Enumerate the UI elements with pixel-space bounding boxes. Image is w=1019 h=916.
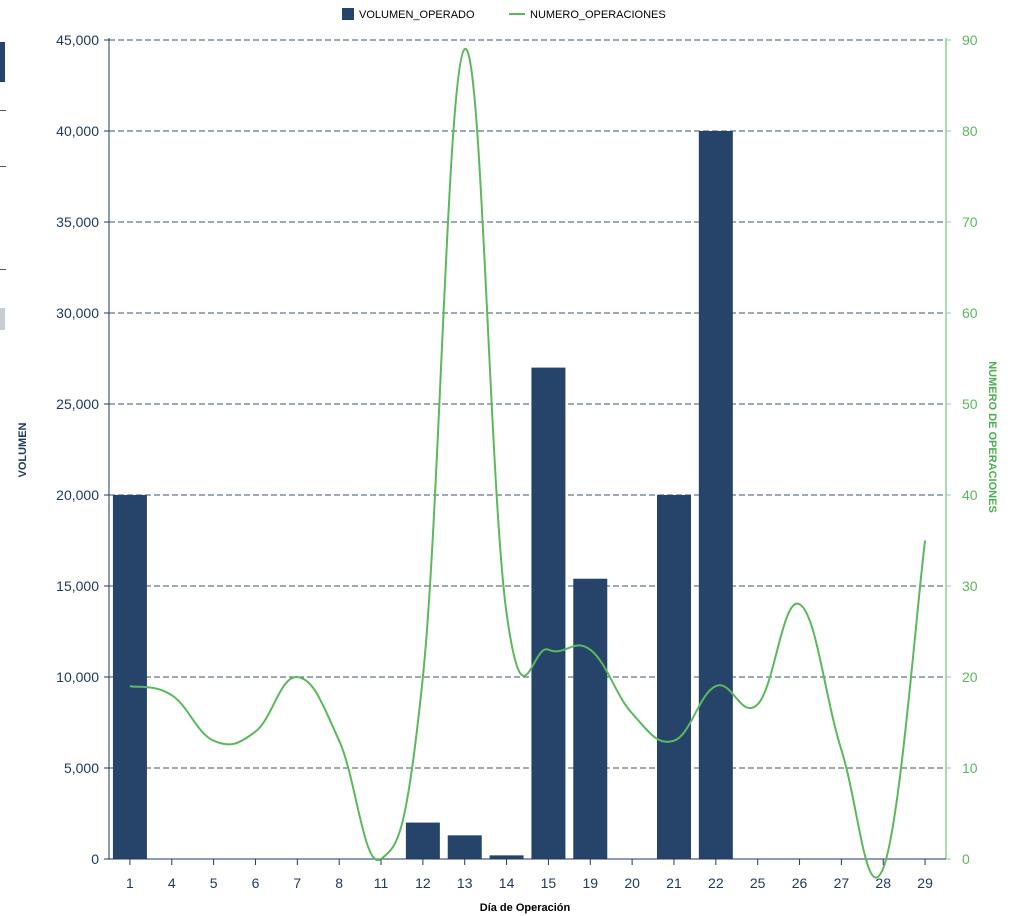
x-tick-label: 29 — [917, 875, 933, 891]
x-tick-label: 28 — [875, 875, 891, 891]
left-tick-label: 20,000 — [56, 487, 99, 503]
x-tick-label: 22 — [708, 875, 724, 891]
bar — [112, 495, 147, 859]
x-tick-label: 27 — [834, 875, 850, 891]
x-tick-label: 6 — [252, 875, 260, 891]
x-tick-label: 4 — [168, 875, 176, 891]
left-tick-label: 10,000 — [56, 669, 99, 685]
left-axis-ticks: 0 5,000 10,000 15,000 20,000 25,000 30,000 35,0… — [56, 32, 109, 867]
x-tick-label: 15 — [541, 875, 557, 891]
left-tick-label: 5,000 — [64, 760, 99, 776]
left-tick-label: 0 — [91, 851, 99, 867]
x-tick-label: 13 — [457, 875, 473, 891]
edge-fragment-bar — [0, 42, 5, 82]
x-tick-label: 8 — [335, 875, 343, 891]
right-tick-label: 10 — [962, 760, 978, 776]
right-tick-label: 30 — [962, 578, 978, 594]
axes — [108, 38, 947, 860]
gridlines — [109, 39, 946, 769]
right-tick-label: 80 — [962, 123, 978, 139]
x-tick-label: 1 — [126, 875, 134, 891]
left-tick-label: 25,000 — [56, 396, 99, 412]
bar — [656, 495, 691, 859]
legend-swatch-volumen — [342, 8, 354, 20]
x-tick-label: 12 — [415, 875, 431, 891]
right-tick-label: 0 — [962, 851, 970, 867]
right-axis-ticks: 0 10 20 30 40 50 60 70 80 90 — [946, 32, 978, 867]
legend: VOLUMEN_OPERADO NUMERO_OPERACIONES — [342, 8, 666, 21]
left-tick-label: 15,000 — [56, 578, 99, 594]
left-tick-label: 40,000 — [56, 123, 99, 139]
x-axis-title: Día de Operación — [480, 902, 571, 914]
y-axis-left-title: VOLUMEN — [17, 422, 29, 477]
x-tick-label: 20 — [624, 875, 640, 891]
edge-fragment-tick — [0, 166, 6, 167]
right-tick-label: 60 — [962, 305, 978, 321]
bar — [489, 855, 524, 859]
right-tick-label: 70 — [962, 214, 978, 230]
right-tick-label: 50 — [962, 396, 978, 412]
x-tick-label: 5 — [210, 875, 218, 891]
x-axis-ticks: 1 4 5 6 7 8 11 12 13 14 15 19 20 21 22 25 26 27 28 29 — [126, 859, 933, 891]
edge-fragment-block — [0, 308, 5, 330]
left-edge-fragments — [0, 42, 6, 330]
bar — [447, 835, 482, 859]
x-tick-label: 25 — [750, 875, 766, 891]
x-tick-label: 14 — [499, 875, 515, 891]
left-tick-label: 30,000 — [56, 305, 99, 321]
bar — [698, 131, 733, 859]
x-tick-label: 11 — [374, 875, 389, 891]
legend-label-volumen: VOLUMEN_OPERADO — [359, 9, 475, 21]
edge-fragment-tick — [0, 269, 6, 270]
x-tick-label: 21 — [666, 875, 682, 891]
y-axis-right-title: NUMERO DE OPERACIONES — [986, 361, 998, 513]
legend-label-operaciones: NUMERO_OPERACIONES — [530, 9, 666, 21]
right-tick-label: 40 — [962, 487, 978, 503]
left-tick-label: 35,000 — [56, 214, 99, 230]
bar — [405, 822, 440, 859]
right-tick-label: 90 — [962, 32, 978, 48]
x-tick-label: 26 — [792, 875, 808, 891]
line-series-path — [129, 48, 927, 879]
bar — [531, 367, 566, 859]
bar — [573, 578, 608, 859]
right-tick-label: 20 — [962, 669, 978, 685]
x-tick-label: 19 — [582, 875, 598, 891]
left-tick-label: 45,000 — [56, 32, 99, 48]
line-series — [129, 48, 927, 879]
x-tick-label: 7 — [293, 875, 301, 891]
edge-fragment-tick — [0, 110, 6, 111]
bar-series — [112, 131, 733, 859]
